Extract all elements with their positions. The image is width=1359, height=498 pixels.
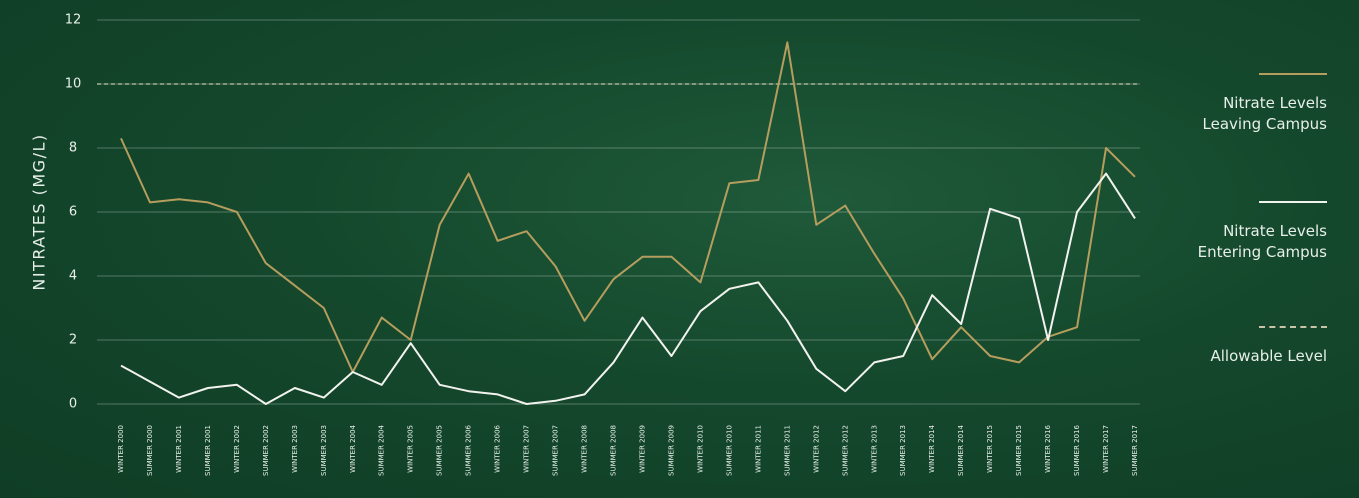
legend-item: Nitrate Levels Entering Campus bbox=[1157, 201, 1327, 263]
legend-label: Allowable Level bbox=[1210, 347, 1327, 365]
x-tick-label: SUMMER 2005 bbox=[436, 425, 444, 476]
x-tick-label: WINTER 2002 bbox=[233, 425, 241, 473]
x-tick-label: WINTER 2003 bbox=[291, 425, 299, 473]
y-tick-label: 8 bbox=[69, 141, 77, 156]
x-tick-label: WINTER 2017 bbox=[1102, 425, 1110, 473]
x-tick-label: WINTER 2014 bbox=[928, 424, 936, 472]
y-tick-label: 2 bbox=[69, 333, 77, 348]
y-tick-label: 4 bbox=[69, 269, 77, 284]
x-tick-label: SUMMER 2017 bbox=[1131, 425, 1139, 476]
x-tick-label: WINTER 2009 bbox=[638, 425, 646, 473]
x-tick-label: SUMMER 2000 bbox=[146, 425, 154, 476]
x-tick-label: SUMMER 2016 bbox=[1073, 424, 1081, 476]
x-tick-label: WINTER 2005 bbox=[407, 425, 415, 473]
x-tick-label: WINTER 2010 bbox=[696, 425, 704, 473]
legend-item: Nitrate Levels Leaving Campus bbox=[1157, 73, 1327, 135]
x-tick-label: SUMMER 2011 bbox=[783, 425, 791, 476]
data-line bbox=[120, 41, 1136, 373]
x-tick-label: SUMMER 2004 bbox=[378, 424, 386, 476]
legend-item: Allowable Level bbox=[1157, 326, 1327, 367]
x-tick-label: WINTER 2015 bbox=[986, 425, 994, 473]
x-tick-label: WINTER 2001 bbox=[175, 425, 183, 473]
y-tick-label: 0 bbox=[69, 397, 77, 412]
legend-label: Nitrate Levels Entering Campus bbox=[1197, 222, 1327, 261]
x-tick-label: WINTER 2011 bbox=[754, 425, 762, 473]
x-tick-label: SUMMER 2009 bbox=[667, 425, 675, 476]
y-tick-label: 6 bbox=[69, 205, 77, 220]
x-tick-label: SUMMER 2010 bbox=[725, 425, 733, 476]
x-tick-label: SUMMER 2013 bbox=[899, 425, 907, 476]
x-tick-label: WINTER 2012 bbox=[812, 425, 820, 473]
legend-swatch bbox=[1259, 326, 1327, 328]
x-tick-label: SUMMER 2015 bbox=[1015, 425, 1023, 476]
x-tick-label: SUMMER 2014 bbox=[957, 424, 965, 476]
x-tick-label: SUMMER 2003 bbox=[320, 425, 328, 476]
y-tick-label: 12 bbox=[65, 13, 82, 28]
legend-swatch bbox=[1259, 73, 1327, 75]
x-tick-label: WINTER 2016 bbox=[1044, 424, 1052, 472]
x-tick-label: WINTER 2006 bbox=[494, 424, 502, 472]
x-tick-label: WINTER 2007 bbox=[523, 425, 531, 473]
y-axis-label: NITRATES (MG/L) bbox=[30, 133, 49, 290]
data-line bbox=[120, 172, 1136, 405]
x-tick-label: SUMMER 2008 bbox=[610, 425, 618, 476]
x-tick-label: WINTER 2000 bbox=[117, 425, 125, 473]
x-tick-label: SUMMER 2012 bbox=[841, 425, 849, 476]
x-tick-label: WINTER 2008 bbox=[581, 425, 589, 473]
x-tick-label: WINTER 2013 bbox=[870, 425, 878, 473]
x-tick-label: SUMMER 2001 bbox=[204, 425, 212, 476]
legend-swatch bbox=[1259, 201, 1327, 203]
x-tick-label: SUMMER 2002 bbox=[262, 425, 270, 476]
y-tick-label: 10 bbox=[65, 77, 82, 92]
legend-label: Nitrate Levels Leaving Campus bbox=[1202, 94, 1327, 133]
x-tick-label: SUMMER 2007 bbox=[552, 425, 560, 476]
x-tick-label: WINTER 2004 bbox=[349, 424, 357, 472]
x-tick-label: SUMMER 2006 bbox=[465, 424, 473, 476]
